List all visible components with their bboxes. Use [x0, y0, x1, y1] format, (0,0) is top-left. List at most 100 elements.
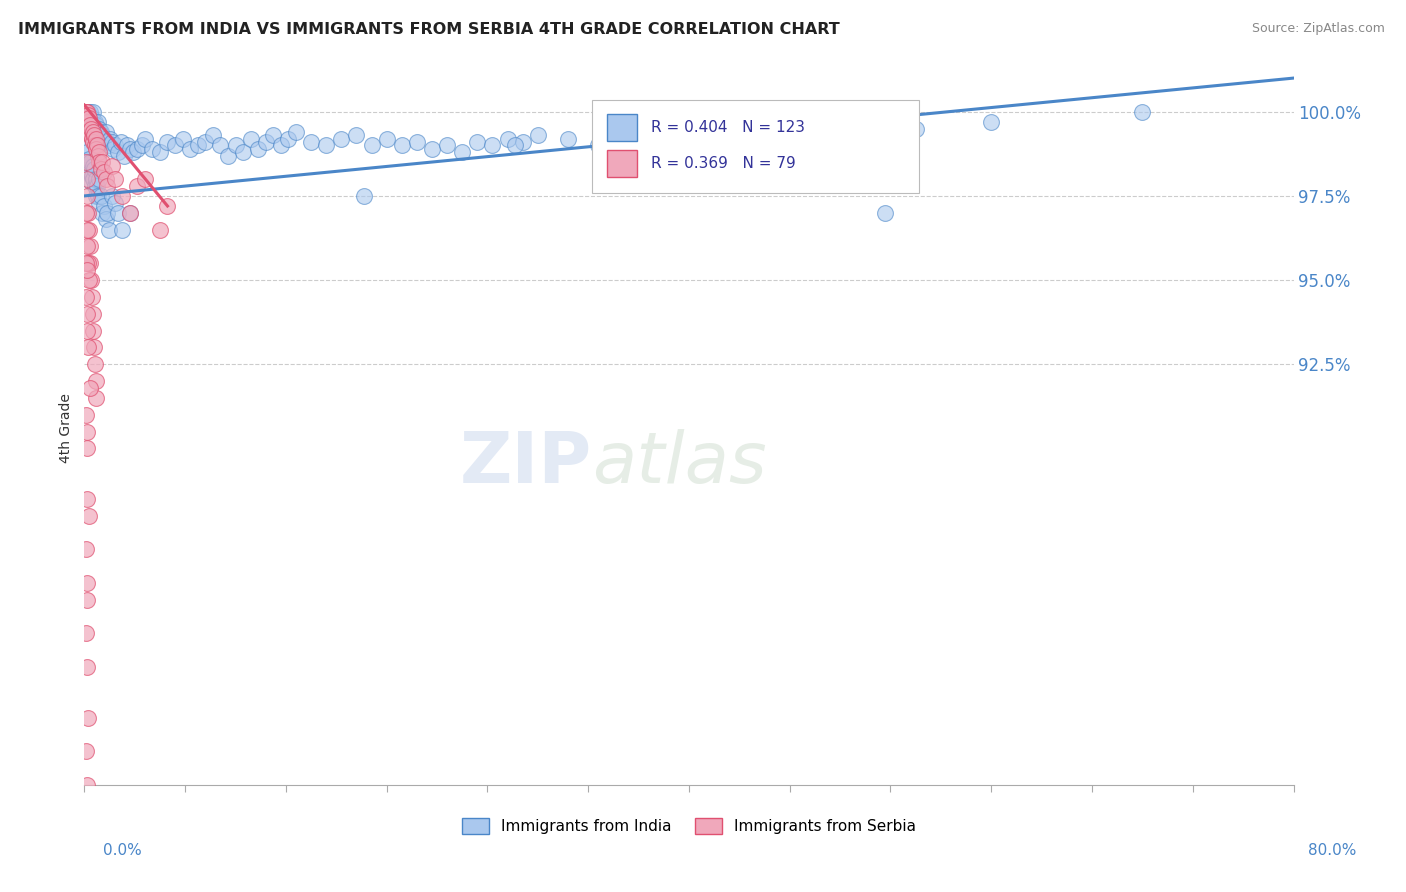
Point — [75, 108, 97, 122]
Point — [77, 152, 100, 166]
Point — [79, 239, 101, 253]
Point — [75, 744, 97, 758]
Point — [156, 199, 179, 213]
Point — [451, 145, 474, 160]
Point — [82, 125, 104, 139]
Point — [209, 138, 232, 153]
Point — [82, 172, 104, 186]
Text: IMMIGRANTS FROM INDIA VS IMMIGRANTS FROM SERBIA 4TH GRADE CORRELATION CHART: IMMIGRANTS FROM INDIA VS IMMIGRANTS FROM… — [18, 22, 839, 37]
Point — [239, 131, 262, 145]
Point — [285, 125, 308, 139]
Point — [77, 508, 100, 523]
Point — [77, 205, 100, 219]
Point — [76, 108, 98, 122]
Point — [82, 118, 104, 132]
Point — [94, 125, 117, 139]
Point — [76, 155, 98, 169]
Point — [84, 172, 107, 186]
Point — [77, 256, 100, 270]
Point — [149, 145, 172, 160]
Point — [76, 189, 98, 203]
Point — [91, 205, 114, 219]
Point — [127, 178, 149, 193]
Point — [77, 104, 100, 119]
Text: 0.0%: 0.0% — [103, 843, 142, 858]
Point — [90, 189, 112, 203]
Point — [315, 138, 337, 153]
Point — [94, 212, 117, 227]
Point — [96, 135, 118, 149]
Point — [98, 131, 121, 145]
Point — [436, 138, 458, 153]
Point — [82, 135, 104, 149]
Point — [76, 307, 98, 321]
Point — [75, 256, 97, 270]
Point — [76, 115, 98, 129]
Point — [76, 239, 98, 253]
Point — [420, 142, 443, 156]
Text: Source: ZipAtlas.com: Source: ZipAtlas.com — [1251, 22, 1385, 36]
Text: atlas: atlas — [592, 429, 766, 499]
FancyBboxPatch shape — [592, 100, 918, 193]
Point — [149, 222, 172, 236]
Point — [91, 155, 114, 169]
Point — [118, 142, 141, 156]
Point — [76, 222, 98, 236]
Point — [75, 104, 97, 119]
Point — [86, 178, 108, 193]
Y-axis label: 4th Grade: 4th Grade — [59, 393, 73, 463]
Point — [201, 128, 224, 143]
Point — [75, 104, 97, 119]
Point — [76, 104, 98, 119]
Point — [121, 145, 143, 160]
Point — [94, 172, 117, 186]
Point — [86, 118, 108, 132]
Point — [830, 112, 852, 126]
Point — [75, 542, 97, 557]
Point — [111, 189, 134, 203]
Point — [77, 112, 100, 126]
Point — [299, 135, 322, 149]
Point — [82, 324, 104, 338]
Text: ZIP: ZIP — [460, 429, 592, 499]
Point — [93, 131, 115, 145]
Point — [141, 142, 163, 156]
Point — [617, 131, 640, 145]
Point — [82, 159, 104, 173]
Point — [87, 189, 110, 203]
Point — [254, 135, 277, 149]
Point — [75, 290, 97, 304]
Point — [754, 118, 776, 132]
Point — [194, 135, 217, 149]
Point — [84, 357, 107, 371]
Point — [247, 142, 270, 156]
Point — [87, 172, 110, 186]
Point — [172, 131, 194, 145]
Point — [76, 324, 98, 338]
Legend: Immigrants from India, Immigrants from Serbia: Immigrants from India, Immigrants from S… — [454, 810, 924, 841]
Point — [75, 104, 97, 119]
Point — [76, 491, 98, 506]
Point — [79, 165, 101, 179]
FancyBboxPatch shape — [607, 114, 637, 141]
Point — [76, 425, 98, 439]
Point — [134, 131, 156, 145]
Point — [77, 118, 100, 132]
Point — [83, 128, 105, 143]
Point — [101, 142, 124, 156]
Point — [77, 222, 100, 236]
Point — [330, 131, 353, 145]
Point — [79, 104, 101, 119]
Point — [87, 148, 110, 162]
Point — [75, 155, 97, 169]
Point — [77, 161, 100, 176]
Point — [83, 121, 105, 136]
Point — [89, 121, 111, 136]
Point — [79, 118, 101, 132]
FancyBboxPatch shape — [607, 150, 637, 177]
Point — [86, 142, 108, 156]
Point — [127, 142, 149, 156]
Point — [80, 112, 103, 126]
Point — [111, 222, 134, 236]
Point — [84, 138, 107, 153]
